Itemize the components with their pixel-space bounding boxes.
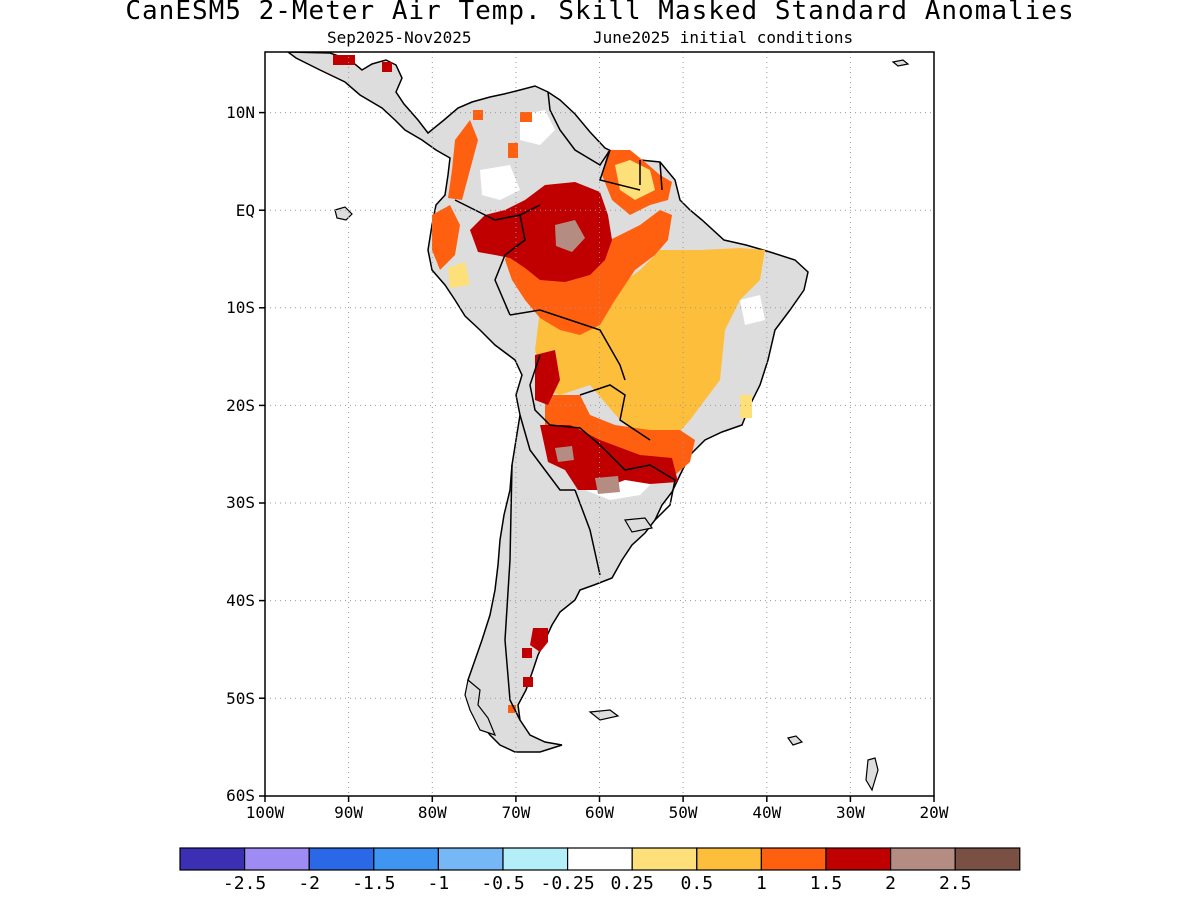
initial-conditions-subtitle: June2025 initial conditions xyxy=(593,28,854,47)
anomaly-shading xyxy=(333,55,765,713)
anomaly-region xyxy=(333,55,355,65)
colorbar-label: -0.5 xyxy=(481,873,524,894)
colorbar-swatch xyxy=(502,847,569,871)
map-content xyxy=(286,52,910,792)
colorbar-label: -2.5 xyxy=(223,873,266,894)
anomaly-region xyxy=(432,205,460,270)
colorbar-label: 2.5 xyxy=(939,873,972,894)
colorbar-swatch xyxy=(825,847,892,871)
anomaly-region xyxy=(545,395,695,475)
anomaly-region xyxy=(615,160,655,200)
anomaly-region xyxy=(520,112,532,122)
lon-label: 30W xyxy=(836,803,865,822)
islands xyxy=(334,59,910,792)
anomaly-region xyxy=(473,110,483,120)
colorbar-label: 0.5 xyxy=(681,873,714,894)
season-subtitle: Sep2025-Nov2025 xyxy=(327,28,472,47)
colorbar-swatch xyxy=(760,847,827,871)
latitude-labels: 10N EQ 10S 20S 30S 40S 50S 60S xyxy=(226,103,255,805)
colorbar-legend: -2.5 -2 -1.5 -1 -0.5 -0.25 0.25 0.5 1 1.5 2 2.5 xyxy=(179,847,1021,894)
anomaly-region xyxy=(382,62,392,72)
colorbar-label: -2 xyxy=(298,873,320,894)
lon-label: 60W xyxy=(585,803,614,822)
anomaly-region xyxy=(555,220,585,252)
lon-label: 20W xyxy=(920,803,949,822)
anomaly-region xyxy=(535,350,560,405)
anomaly-region xyxy=(470,182,612,282)
colorbar-swatch xyxy=(889,847,956,871)
longitude-labels: 100W 90W 80W 70W 60W 50W 40W 30W 20W xyxy=(246,803,949,822)
colorbar-swatch xyxy=(437,847,504,871)
anomaly-region xyxy=(448,262,470,288)
colorbar-swatch xyxy=(631,847,698,871)
colorbar-label: 1 xyxy=(756,873,767,894)
lat-label: 10S xyxy=(226,298,255,317)
anomaly-region xyxy=(530,628,548,652)
lon-label: 50W xyxy=(669,803,698,822)
lon-label: 100W xyxy=(246,803,285,822)
lon-label: 40W xyxy=(752,803,781,822)
colorbar-swatch xyxy=(566,847,633,871)
colorbar-label: 2 xyxy=(885,873,896,894)
colorbar-swatch xyxy=(696,847,762,871)
lat-label: 60S xyxy=(226,786,255,805)
colorbar-label: 1.5 xyxy=(810,873,843,894)
lat-label: 20S xyxy=(226,396,255,415)
lon-label: 80W xyxy=(418,803,447,822)
lon-label: 90W xyxy=(334,803,363,822)
colorbar-label: -1.5 xyxy=(352,873,395,894)
lat-label: 40S xyxy=(226,591,255,610)
anomaly-region xyxy=(523,677,533,687)
anomaly-region xyxy=(508,143,518,158)
colorbar-swatch xyxy=(954,847,1021,871)
lat-label: 10N xyxy=(226,103,255,122)
anomaly-region xyxy=(595,476,620,494)
colorbar-swatch xyxy=(373,847,439,871)
lat-label: 50S xyxy=(226,689,255,708)
lat-label: 30S xyxy=(226,493,255,512)
lat-label: EQ xyxy=(236,201,255,220)
anomaly-region xyxy=(448,120,478,200)
colorbar-label: -1 xyxy=(428,873,450,894)
colorbar-swatch xyxy=(244,847,310,871)
anomaly-region xyxy=(535,248,765,445)
colorbar-swatch xyxy=(308,847,375,871)
colorbar-label: 0.25 xyxy=(611,873,654,894)
anomaly-region xyxy=(522,648,532,658)
country-borders xyxy=(454,91,676,721)
lon-label: 70W xyxy=(501,803,530,822)
map-title: CanESM5 2-Meter Air Temp. Skill Masked S… xyxy=(125,0,1075,26)
colorbar-swatch xyxy=(179,847,246,871)
gridlines xyxy=(265,52,934,796)
anomaly-region xyxy=(555,446,574,462)
tick-marks xyxy=(259,111,935,802)
colorbar-label: -0.25 xyxy=(541,873,595,894)
anomaly-region xyxy=(740,395,752,418)
anomaly-region xyxy=(540,425,678,490)
